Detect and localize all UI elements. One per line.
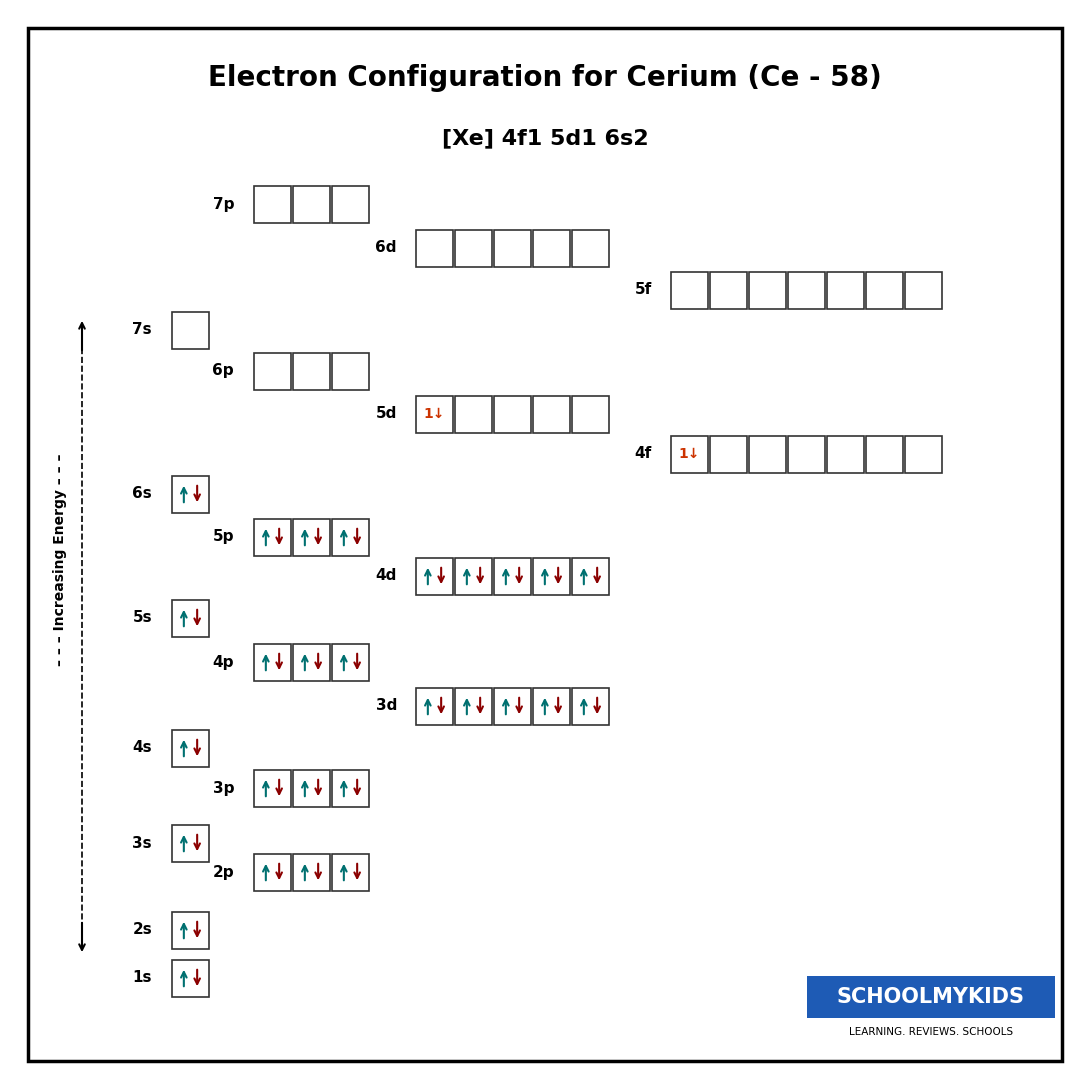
Text: 5f: 5f — [634, 282, 652, 297]
Bar — [416, 230, 453, 267]
Text: 4f: 4f — [634, 446, 652, 462]
Bar — [293, 770, 330, 807]
Text: SCHOOLMYKIDS: SCHOOLMYKIDS — [837, 987, 1025, 1007]
Bar — [172, 476, 209, 513]
Bar — [494, 558, 531, 595]
Text: 5d: 5d — [376, 406, 397, 421]
Bar — [710, 271, 747, 308]
Bar — [905, 271, 942, 308]
Text: 1s: 1s — [133, 970, 152, 986]
Bar — [254, 353, 291, 390]
Text: 6p: 6p — [213, 364, 234, 379]
Text: 4p: 4p — [213, 654, 234, 670]
Text: 4d: 4d — [376, 568, 397, 584]
Bar — [455, 230, 492, 267]
Bar — [416, 558, 453, 595]
Bar — [827, 436, 864, 473]
Bar — [494, 230, 531, 267]
Text: 4s: 4s — [132, 741, 152, 756]
Text: 1↓: 1↓ — [679, 446, 700, 461]
Text: 5p: 5p — [213, 529, 234, 544]
Bar — [416, 395, 453, 432]
Text: Electron Configuration for Cerium (Ce - 58): Electron Configuration for Cerium (Ce - … — [208, 64, 882, 91]
Bar — [671, 436, 708, 473]
Bar — [865, 436, 903, 473]
Bar — [788, 436, 825, 473]
Bar — [788, 271, 825, 308]
Bar — [254, 185, 291, 222]
Bar — [749, 436, 786, 473]
Bar — [293, 854, 330, 891]
Bar — [293, 353, 330, 390]
Bar — [293, 185, 330, 222]
Bar — [172, 959, 209, 996]
Bar — [332, 518, 370, 555]
Bar — [572, 395, 609, 432]
Bar — [455, 558, 492, 595]
Bar — [254, 518, 291, 555]
Bar — [671, 271, 708, 308]
Bar — [455, 395, 492, 432]
Bar — [749, 271, 786, 308]
Bar — [533, 395, 570, 432]
Bar — [254, 854, 291, 891]
Text: 2s: 2s — [132, 922, 152, 938]
Bar — [710, 436, 747, 473]
Bar — [416, 687, 453, 724]
Text: 3s: 3s — [132, 835, 152, 851]
Bar — [865, 271, 903, 308]
Text: 5s: 5s — [132, 611, 152, 625]
Bar — [172, 730, 209, 767]
Bar — [254, 644, 291, 681]
Bar — [827, 271, 864, 308]
Bar — [332, 644, 370, 681]
Bar — [172, 911, 209, 949]
Text: LEARNING. REVIEWS. SCHOOLS: LEARNING. REVIEWS. SCHOOLS — [849, 1027, 1013, 1037]
Text: 2p: 2p — [213, 865, 234, 880]
Bar — [332, 770, 370, 807]
Bar — [533, 687, 570, 724]
Text: 7s: 7s — [132, 322, 152, 338]
Bar — [172, 600, 209, 636]
Bar — [332, 353, 370, 390]
Bar — [494, 395, 531, 432]
Bar — [254, 770, 291, 807]
Bar — [905, 436, 942, 473]
Bar — [172, 824, 209, 861]
Text: 1↓: 1↓ — [424, 407, 445, 421]
Text: 7p: 7p — [213, 196, 234, 211]
Bar — [807, 976, 1055, 1018]
Text: 6d: 6d — [375, 241, 397, 256]
Text: 3p: 3p — [213, 781, 234, 795]
Bar — [572, 687, 609, 724]
Bar — [494, 687, 531, 724]
Bar — [572, 230, 609, 267]
Bar — [533, 558, 570, 595]
Text: 6s: 6s — [132, 487, 152, 502]
Text: [Xe] 4f1 5d1 6s2: [Xe] 4f1 5d1 6s2 — [441, 129, 649, 148]
Bar — [293, 644, 330, 681]
Bar — [172, 311, 209, 348]
Bar — [332, 854, 370, 891]
Bar — [332, 185, 370, 222]
Bar — [455, 687, 492, 724]
Bar — [572, 558, 609, 595]
Bar — [293, 518, 330, 555]
Bar — [533, 230, 570, 267]
Text: 3d: 3d — [376, 698, 397, 713]
Text: – – – Increasing Energy – – –: – – – Increasing Energy – – – — [53, 454, 66, 666]
